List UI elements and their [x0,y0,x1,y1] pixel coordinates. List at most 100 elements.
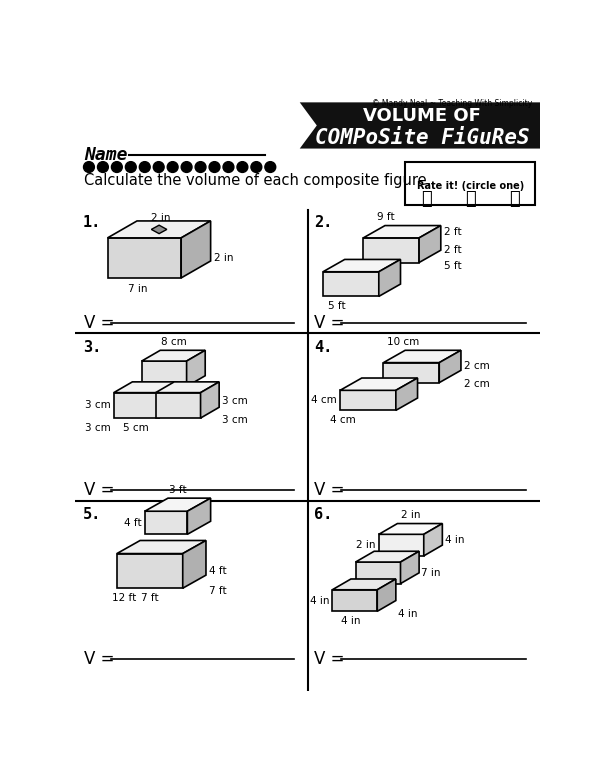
Text: Rate it! (circle one): Rate it! (circle one) [416,181,524,191]
Text: © Mandy Neal ~ Teaching With Simplicity: © Mandy Neal ~ Teaching With Simplicity [372,99,532,109]
Polygon shape [383,362,439,383]
Circle shape [167,161,178,172]
Text: 🤚: 🤚 [465,190,476,209]
Text: 4 in: 4 in [398,609,418,619]
Polygon shape [332,579,396,590]
FancyBboxPatch shape [405,161,535,205]
Polygon shape [117,541,206,553]
Text: 3 cm: 3 cm [85,423,110,433]
Polygon shape [379,259,401,296]
Polygon shape [419,226,441,262]
Polygon shape [340,390,396,411]
Text: 2 cm: 2 cm [464,379,490,390]
Text: V =: V = [314,650,349,668]
Polygon shape [151,225,167,234]
Polygon shape [300,102,540,148]
Circle shape [139,161,150,172]
Polygon shape [142,361,187,386]
Polygon shape [181,221,211,278]
Circle shape [237,161,248,172]
Text: 5.: 5. [83,508,101,522]
Circle shape [209,161,220,172]
Text: 3 cm: 3 cm [85,400,110,411]
Text: 9 ft: 9 ft [377,213,395,223]
Polygon shape [364,226,441,238]
Text: 7 ft: 7 ft [141,593,158,603]
Polygon shape [155,382,219,393]
Polygon shape [145,511,187,535]
Circle shape [97,161,109,172]
Circle shape [223,161,234,172]
Text: 2 ft: 2 ft [444,245,461,255]
Text: 2 in: 2 in [151,213,170,223]
Text: 5 ft: 5 ft [444,261,461,271]
Polygon shape [323,272,379,296]
Text: 3 cm: 3 cm [222,415,248,425]
Text: 8 cm: 8 cm [161,338,187,347]
Circle shape [181,161,192,172]
Text: 5 ft: 5 ft [328,301,346,311]
Text: 4 ft: 4 ft [209,566,227,576]
Text: 4 cm: 4 cm [311,395,337,405]
Text: Name: Name [84,146,128,164]
Text: 👍: 👍 [421,190,431,209]
Polygon shape [340,378,418,390]
Polygon shape [114,393,158,418]
Text: V =: V = [314,480,349,499]
Polygon shape [200,382,219,418]
Polygon shape [107,238,181,278]
Text: 6.: 6. [314,508,332,522]
Polygon shape [114,382,178,393]
Polygon shape [155,393,200,418]
Polygon shape [107,221,211,238]
Polygon shape [383,350,461,362]
Polygon shape [379,535,424,556]
Circle shape [83,161,94,172]
Text: Calculate the volume of each composite figure.: Calculate the volume of each composite f… [84,172,431,188]
Text: 12 ft: 12 ft [112,593,136,603]
Polygon shape [401,551,419,584]
Polygon shape [396,378,418,411]
Polygon shape [117,553,183,588]
Polygon shape [145,498,211,511]
Circle shape [265,161,276,172]
Polygon shape [379,524,442,535]
Circle shape [153,161,164,172]
Text: 2.: 2. [314,215,332,230]
Text: COMPoSite FiGuReS: COMPoSite FiGuReS [315,128,530,147]
Text: 3 ft: 3 ft [169,485,187,495]
Text: 4 in: 4 in [310,595,329,605]
Polygon shape [142,350,205,361]
Polygon shape [187,350,205,386]
Polygon shape [424,524,442,556]
Circle shape [195,161,206,172]
Polygon shape [183,541,206,588]
Polygon shape [356,562,401,584]
Text: 3 cm: 3 cm [222,396,248,406]
Text: 2 in: 2 in [356,540,376,550]
Text: 4 cm: 4 cm [330,415,356,425]
Text: VOLUME OF: VOLUME OF [363,107,481,125]
Polygon shape [187,498,211,535]
Text: 4 in: 4 in [341,616,361,626]
Text: 10 cm: 10 cm [388,338,420,347]
Circle shape [112,161,122,172]
Polygon shape [439,350,461,383]
Circle shape [125,161,136,172]
Text: 3.: 3. [83,340,101,355]
Text: V =: V = [84,314,120,331]
Polygon shape [323,259,401,272]
Text: 1.: 1. [83,215,101,230]
Polygon shape [364,238,419,262]
Text: 7 in: 7 in [128,284,148,294]
Text: 4.: 4. [314,340,332,355]
Text: 4 ft: 4 ft [124,518,142,528]
Text: 7 in: 7 in [421,568,441,578]
Circle shape [251,161,262,172]
Text: 2 in: 2 in [214,253,233,263]
Text: 2 ft: 2 ft [444,227,461,237]
Polygon shape [377,579,396,611]
Text: 4 in: 4 in [445,535,464,546]
Polygon shape [332,590,377,611]
Text: 👎: 👎 [509,190,520,209]
